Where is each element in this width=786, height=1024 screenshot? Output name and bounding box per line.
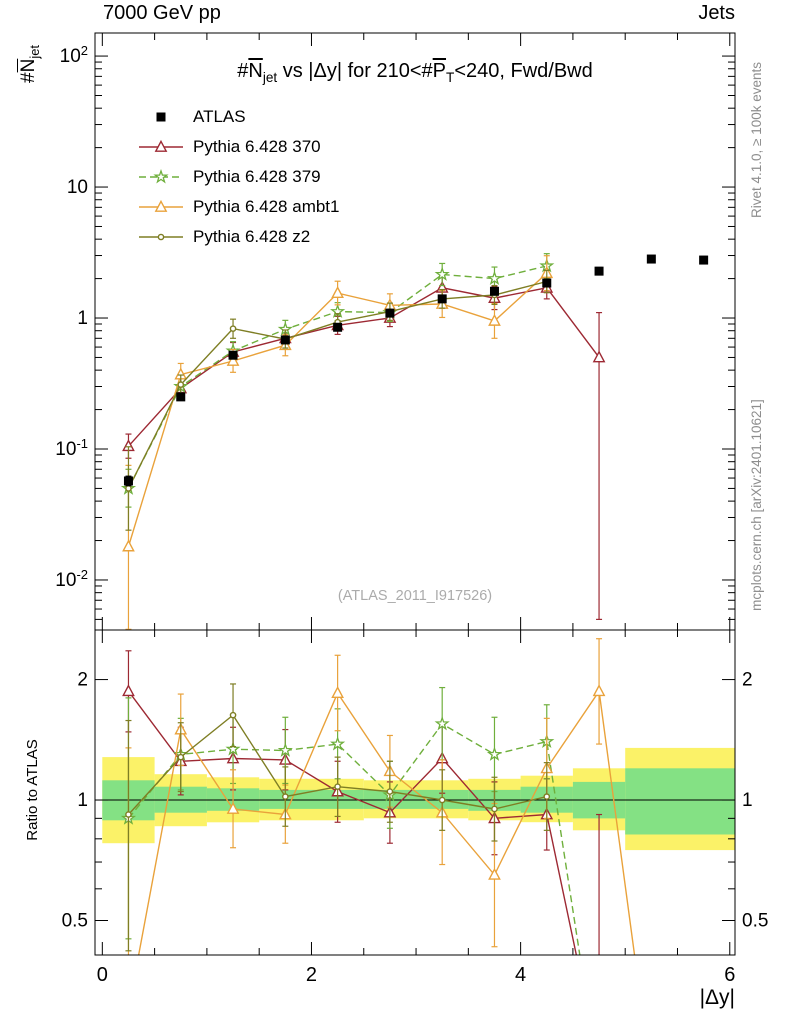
series-pythia-6-428-379	[120, 686, 581, 955]
svg-text:10: 10	[67, 177, 88, 198]
svg-text:1: 1	[742, 790, 753, 811]
series-atlas	[123, 254, 709, 487]
svg-text:2: 2	[742, 670, 753, 691]
rivet-version-note: Rivet 4.1.0, ≥ 100k events	[749, 62, 764, 218]
svg-text:0.5: 0.5	[62, 911, 88, 932]
ratio-uncertainty-bands	[102, 747, 735, 851]
axis-ticks	[95, 33, 735, 955]
legend-item-atlas: ATLAS	[138, 102, 339, 132]
svg-text:1: 1	[77, 790, 88, 811]
legend-label: ATLAS	[193, 107, 246, 126]
svg-text:0: 0	[97, 964, 108, 986]
legend: ATLAS Pythia 6.428 370 Pythia 6.428 379 Pyt…	[138, 102, 339, 252]
legend-label: Pythia 6.428 ambt1	[193, 197, 340, 216]
svg-text:2: 2	[306, 964, 317, 986]
svg-text:6: 6	[724, 964, 735, 986]
svg-text:10-1: 10-1	[55, 436, 88, 460]
legend-marker-pythia-6-428-ambt1	[138, 196, 184, 218]
series-pythia-6-428-370	[122, 650, 603, 955]
series-pythia-6-428-z2	[125, 683, 551, 952]
legend-marker-pythia-6-428-z2	[138, 226, 184, 248]
series-pythia-6-428-370	[122, 276, 606, 621]
plot-title: #Njet vs |Δy| for 210<#PT<240, Fwd/Bwd	[237, 60, 593, 85]
svg-text:102: 102	[60, 43, 88, 67]
legend-marker-atlas	[138, 106, 184, 128]
legend-item-pythia-6-428-z2: Pythia 6.428 z2	[138, 222, 339, 252]
svg-text:2: 2	[77, 670, 88, 691]
axis-tick-labels: 10-2 10-1 1 10 102 0.5 0.5 1 1 2 2 0 2 4 6	[55, 43, 768, 986]
legend-item-pythia-6-428-379: Pythia 6.428 379	[138, 162, 339, 192]
panel-frames	[94, 32, 736, 956]
legend-item-pythia-6-428-370: Pythia 6.428 370	[138, 132, 339, 162]
legend-marker-pythia-6-428-379	[138, 166, 184, 188]
legend-item-pythia-6-428-ambt1: Pythia 6.428 ambt1	[138, 192, 339, 222]
y-axis-label: #Njet	[18, 45, 42, 83]
legend-marker-pythia-6-428-370	[138, 136, 184, 158]
svg-text:0.5: 0.5	[742, 911, 768, 932]
analysis-id-watermark: (ATLAS_2011_I917526)	[337, 588, 493, 604]
legend-label: Pythia 6.428 379	[193, 167, 321, 186]
legend-label: Pythia 6.428 z2	[193, 227, 311, 246]
mcplots-reference-note: mcplots.cern.ch [arXiv:2401.10621]	[749, 399, 764, 611]
x-axis-label: |Δy|	[699, 986, 735, 1009]
svg-text:4: 4	[515, 964, 526, 986]
svg-text:10-2: 10-2	[55, 567, 88, 591]
svg-text:1: 1	[77, 308, 88, 329]
analysis-group-label: Jets	[698, 2, 735, 24]
ratio-axis-label: Ratio to ATLAS	[24, 739, 41, 841]
beam-energy-label: 7000 GeV pp	[103, 2, 221, 24]
legend-label: Pythia 6.428 370	[193, 137, 321, 156]
